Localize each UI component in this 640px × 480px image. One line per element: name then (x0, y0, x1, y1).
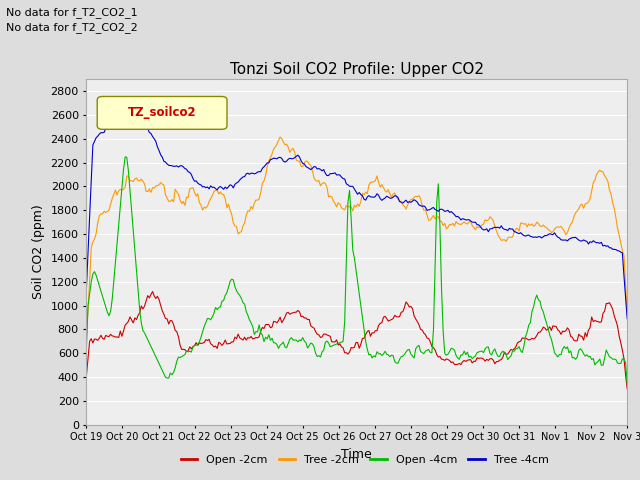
Tree -4cm (132, 99, 140, 105)
Tree -4cm (533, 235, 541, 240)
Open -2cm (623, 386, 631, 392)
Tree -4cm (246, 171, 253, 177)
Open -4cm (527, 320, 534, 325)
Line: Open -2cm: Open -2cm (86, 291, 627, 389)
Line: Tree -2cm: Tree -2cm (86, 137, 627, 336)
Open -2cm (527, 337, 534, 343)
Open -2cm (89, 340, 97, 346)
Open -2cm (148, 288, 156, 294)
Tree -2cm (276, 134, 284, 140)
Tree -4cm (388, 195, 396, 201)
Open -4cm (204, 315, 211, 321)
Open -4cm (623, 381, 631, 386)
Title: Tonzi Soil CO2 Profile: Upper CO2: Tonzi Soil CO2 Profile: Upper CO2 (230, 61, 484, 77)
Text: No data for f_T2_CO2_2: No data for f_T2_CO2_2 (6, 22, 138, 33)
Tree -4cm (204, 184, 211, 190)
Text: No data for f_T2_CO2_1: No data for f_T2_CO2_1 (6, 7, 138, 18)
Tree -2cm (89, 239, 97, 245)
Tree -2cm (244, 208, 252, 214)
Open -2cm (533, 333, 541, 338)
Line: Tree -4cm: Tree -4cm (86, 102, 627, 319)
Open -4cm (122, 154, 129, 160)
Open -2cm (83, 372, 90, 378)
Open -2cm (204, 337, 211, 343)
Tree -2cm (202, 205, 210, 211)
Tree -2cm (388, 194, 396, 200)
Tree -2cm (527, 223, 534, 228)
Legend: Open -2cm, Tree -2cm, Open -4cm, Tree -4cm: Open -2cm, Tree -2cm, Open -4cm, Tree -4… (177, 451, 553, 469)
Tree -2cm (533, 219, 541, 225)
Tree -2cm (83, 333, 90, 339)
Open -2cm (388, 317, 396, 323)
Tree -4cm (89, 142, 97, 148)
Text: TZ_soilco2: TZ_soilco2 (128, 107, 196, 120)
Tree -4cm (527, 233, 534, 239)
Tree -4cm (83, 287, 90, 292)
Y-axis label: Soil CO2 (ppm): Soil CO2 (ppm) (32, 204, 45, 300)
Open -4cm (533, 292, 541, 298)
Tree -4cm (623, 316, 631, 322)
FancyBboxPatch shape (97, 96, 227, 129)
Open -4cm (388, 352, 396, 358)
Open -4cm (83, 347, 90, 352)
Open -4cm (89, 271, 97, 277)
Open -4cm (246, 317, 253, 323)
Open -2cm (246, 336, 253, 341)
Tree -2cm (623, 312, 631, 318)
X-axis label: Time: Time (341, 448, 372, 461)
Line: Open -4cm: Open -4cm (86, 157, 627, 384)
